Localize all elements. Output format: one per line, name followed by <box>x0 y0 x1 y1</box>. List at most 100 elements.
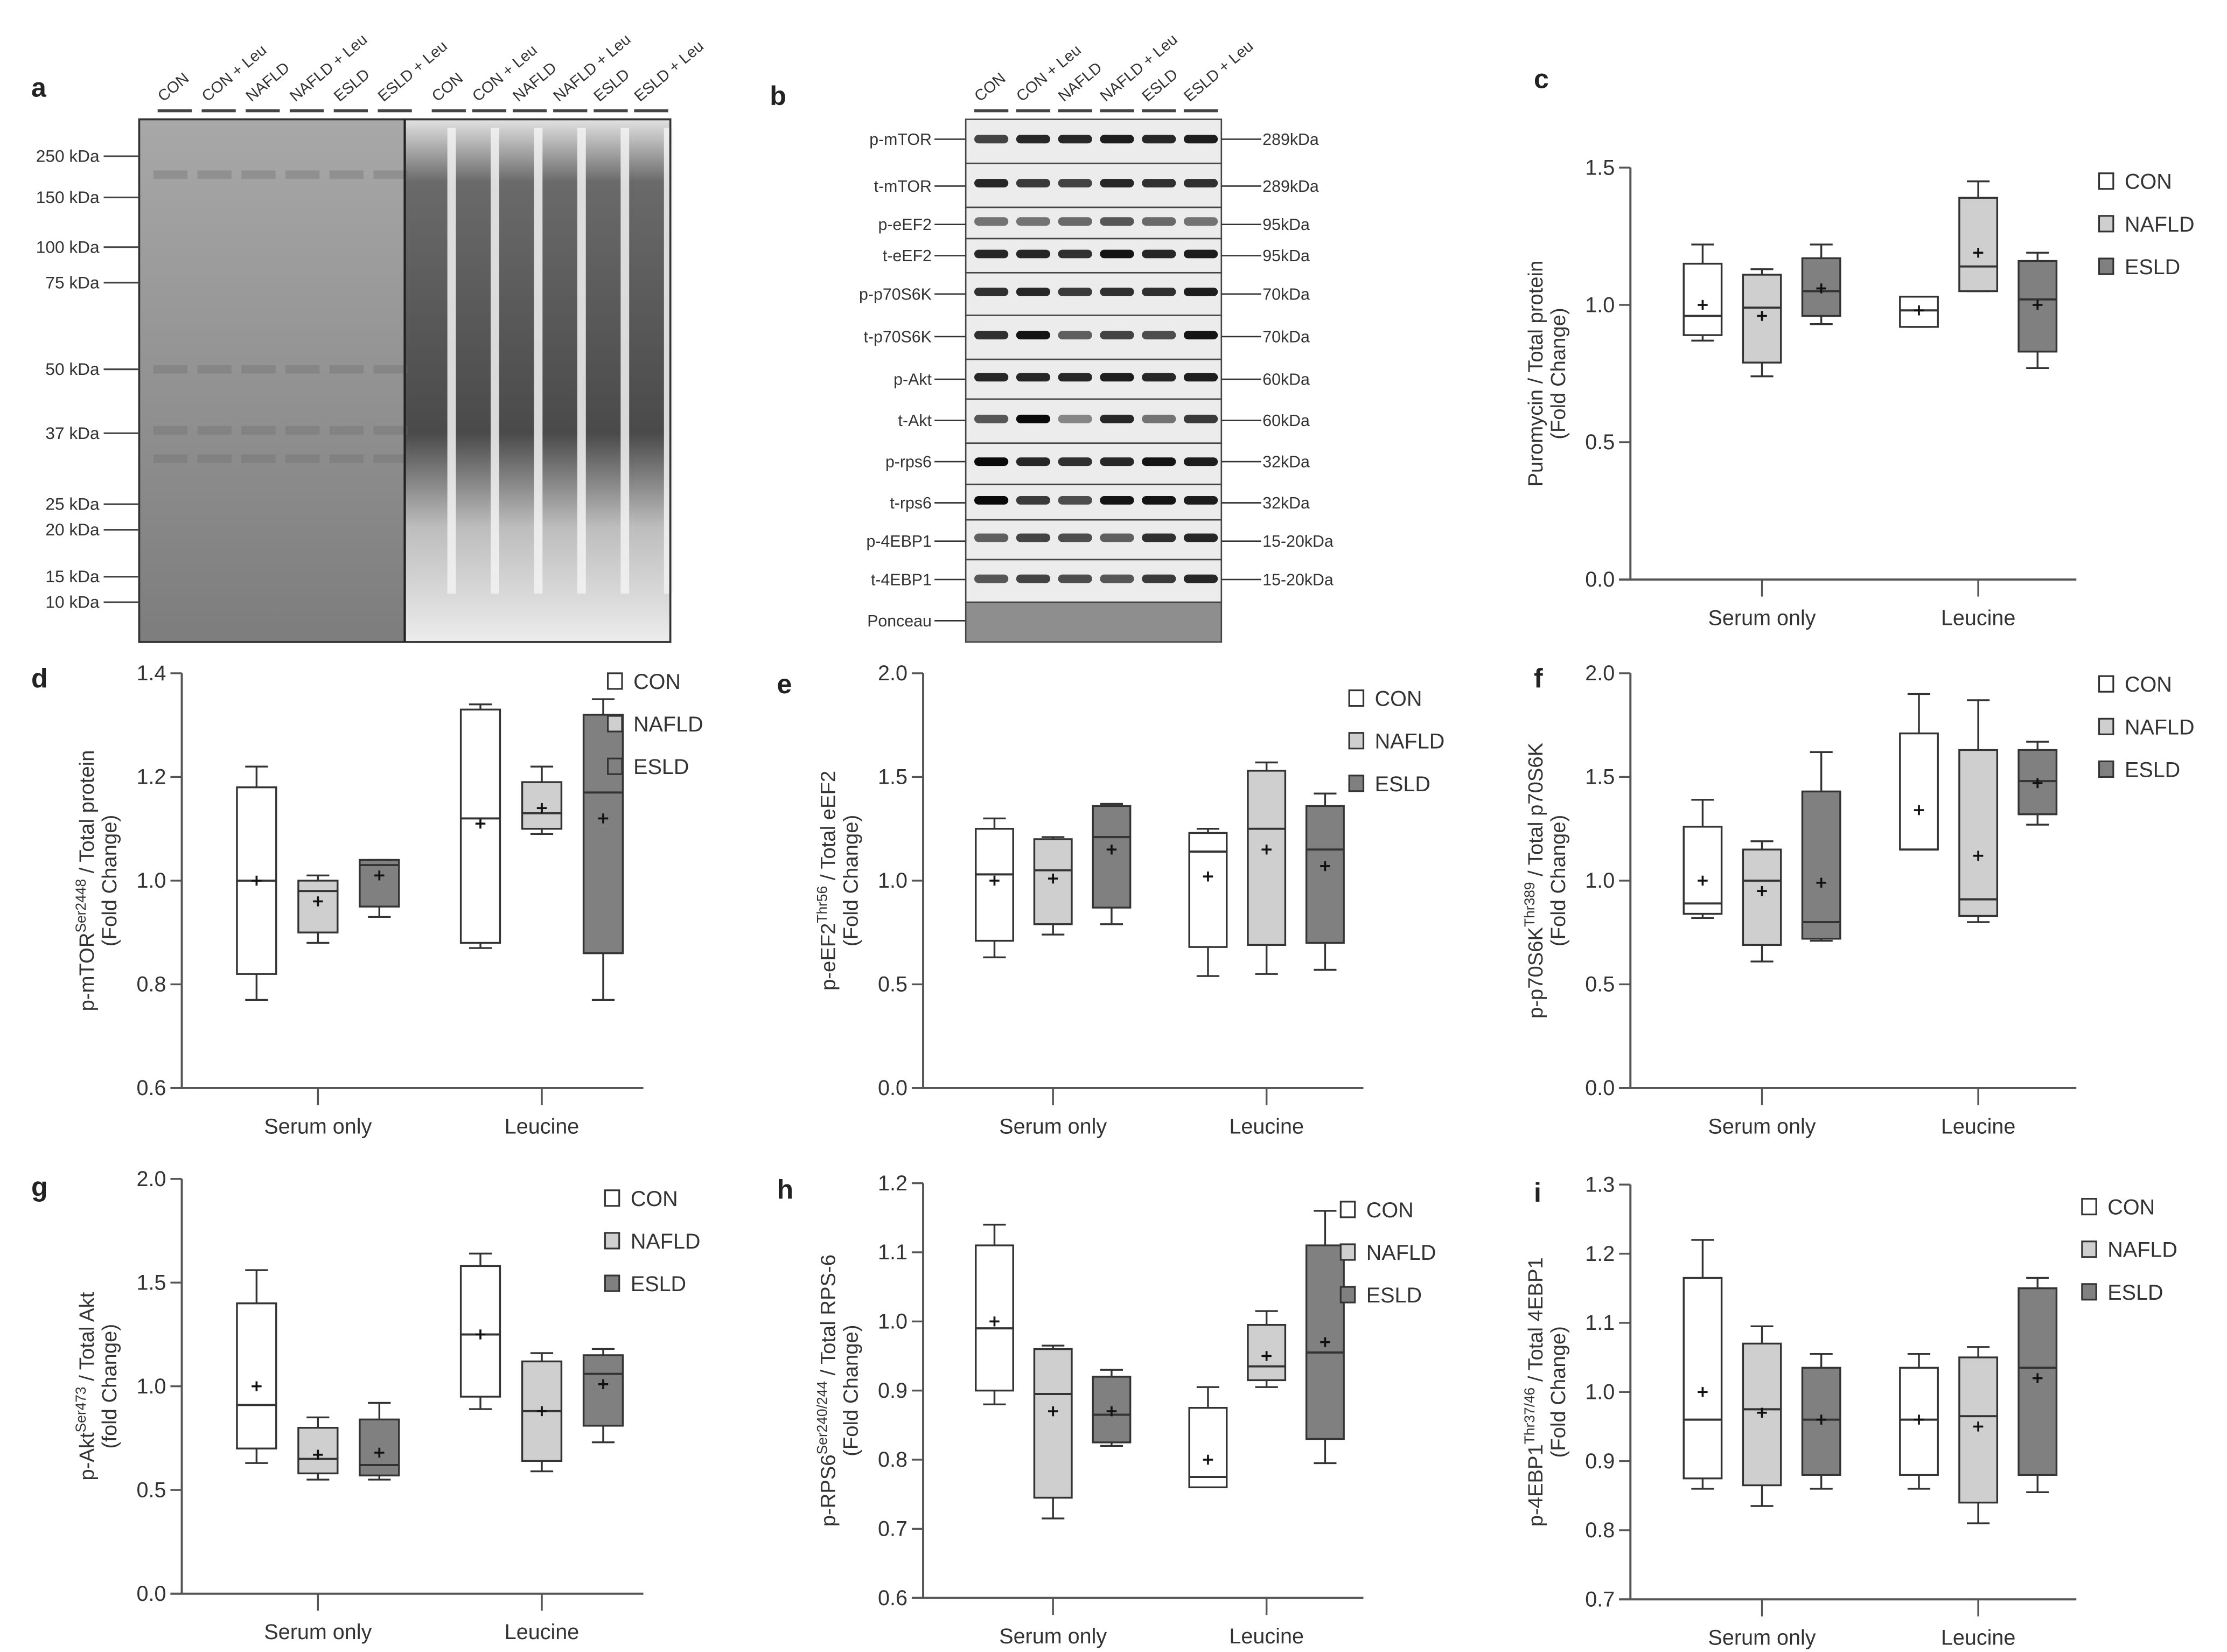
y-tick-label: 0.6 <box>137 1076 166 1100</box>
x-category-label: Leucine <box>1229 1114 1304 1138</box>
y-axis-label-line2: (Fold Change) <box>840 1325 863 1456</box>
legend-label: ESLD <box>1375 772 1430 796</box>
box-con-leucine <box>1899 296 1939 328</box>
blot-protein-label: t-p70S6K <box>863 329 931 346</box>
blot-protein-label: t-rps6 <box>890 494 931 512</box>
panel-letter: d <box>31 663 48 693</box>
blot-protein-label: p-rps6 <box>885 454 932 471</box>
legend-swatch-icon <box>604 1232 620 1250</box>
legend-item-con: CON <box>607 670 681 694</box>
y-tick-label: 0.7 <box>1585 1587 1615 1611</box>
mw-marker-label: 10 kDa <box>45 593 100 612</box>
box-esld-serum <box>1092 803 1132 925</box>
panel-letter-b: b <box>770 82 786 113</box>
x-category-label: Serum only <box>1708 1626 1816 1650</box>
blot-protein-label: Ponceau <box>867 612 932 630</box>
legend-item-esld: ESLD <box>607 755 689 779</box>
box-con-leucine <box>1899 693 1939 851</box>
box-nafld-leucine <box>1958 180 1999 292</box>
legend-swatch-icon <box>1339 1286 1356 1304</box>
panel-letter: g <box>31 1172 48 1202</box>
box-con-serum <box>1683 243 1723 342</box>
y-tick-label: 1.2 <box>878 1172 907 1195</box>
x-category-label: Serum only <box>264 1620 372 1644</box>
y-axis-label: p-AktSer473 / Total Akt <box>73 1292 99 1480</box>
x-category-label: Leucine <box>1229 1625 1304 1648</box>
legend-swatch-icon <box>2098 675 2114 693</box>
y-tick-label: 0.5 <box>1585 973 1615 996</box>
y-tick-label: 1.3 <box>1585 1173 1615 1196</box>
y-tick-label: 0.8 <box>878 1448 907 1472</box>
y-tick-label: 0.6 <box>878 1586 907 1610</box>
x-category-label: Serum only <box>264 1114 372 1138</box>
box-nafld-leucine <box>1958 699 1999 923</box>
y-tick-label: 1.5 <box>1585 156 1615 179</box>
box-nafld-leucine <box>521 1352 563 1473</box>
legend-swatch-icon <box>2098 257 2114 275</box>
legend-swatch-icon <box>2081 1283 2097 1301</box>
box-nafld-serum <box>1742 1325 1782 1507</box>
box-esld-leucine <box>1305 792 1345 971</box>
y-tick-label: 0.7 <box>878 1517 907 1541</box>
box-con-serum <box>975 817 1014 959</box>
blot-protein-label: p-mTOR <box>869 131 932 149</box>
box-esld-leucine <box>582 698 624 1001</box>
y-tick-label: 1.0 <box>878 1309 907 1333</box>
blot-mw-label: 70kDa <box>1262 285 1310 303</box>
legend-label: NAFLD <box>2107 1238 2177 1262</box>
y-tick-label: 0.9 <box>878 1379 907 1403</box>
blot-mw-label: 15-20kDa <box>1262 571 1334 589</box>
y-tick-label: 0.0 <box>1585 568 1615 591</box>
legend-item-nafld: NAFLD <box>2081 1238 2177 1262</box>
y-tick-label: 2.0 <box>137 1167 166 1191</box>
box-nafld-serum <box>1033 836 1073 936</box>
legend-label: ESLD <box>2125 255 2180 279</box>
chart-panel-g: g 0.0 0.5 1.0 1.5 2.0 p-AktSer473 / Total Akt(… <box>31 1167 700 1644</box>
blot-mw-label: 95kDa <box>1262 247 1310 265</box>
blot-mw-label: 289kDa <box>1262 178 1319 196</box>
box-nafld-serum <box>297 1416 339 1481</box>
y-axis-label: p-eEF2Thr56 / Total eEF2 <box>814 771 840 991</box>
legend-item-nafld: NAFLD <box>1348 730 1444 754</box>
legend-item-nafld: NAFLD <box>2098 213 2195 236</box>
x-category-label: Serum only <box>999 1114 1107 1138</box>
legend-item-nafld: NAFLD <box>2098 715 2195 739</box>
box-nafld-leucine <box>1247 761 1287 975</box>
y-tick-label: 0.5 <box>878 973 907 996</box>
box-nafld-leucine <box>1247 1310 1287 1388</box>
y-tick-label: 1.1 <box>878 1240 907 1264</box>
legend-swatch-icon <box>2081 1240 2097 1258</box>
x-category-label: Serum only <box>1708 1114 1816 1138</box>
box-nafld-serum <box>297 874 339 944</box>
blot-mw-label: 60kDa <box>1262 412 1310 430</box>
y-tick-label: 1.1 <box>1585 1311 1615 1335</box>
legend-label: CON <box>2125 673 2172 696</box>
y-tick-label: 0.8 <box>1585 1518 1615 1542</box>
legend-swatch-icon <box>2098 172 2114 190</box>
y-axis-label-line2: (Fold Change) <box>98 815 121 946</box>
panel-letter: h <box>777 1175 793 1205</box>
legend-label: CON <box>2107 1196 2155 1219</box>
y-tick-label: 0.0 <box>137 1582 166 1606</box>
blot-mw-label: 32kDa <box>1262 454 1310 471</box>
blot-protein-label: t-4EBP1 <box>871 571 932 589</box>
blot-strip <box>965 206 1223 240</box>
blot-strip <box>965 601 1223 643</box>
y-tick-label: 1.2 <box>1585 1242 1615 1266</box>
panel-letter: f <box>1534 663 1543 693</box>
x-category-label: Serum only <box>999 1625 1107 1648</box>
legend-label: NAFLD <box>2125 715 2195 739</box>
y-axis-label-line2: (fold Change) <box>98 1324 121 1449</box>
box-con-leucine <box>459 703 501 949</box>
y-tick-label: 2.0 <box>1585 661 1615 685</box>
box-esld-serum <box>359 1402 400 1481</box>
legend-item-esld: ESLD <box>2098 255 2180 279</box>
y-tick-label: 0.5 <box>137 1478 166 1502</box>
total-protein-gel <box>139 119 405 642</box>
legend-label: CON <box>2125 170 2172 194</box>
mw-marker-label: 15 kDa <box>45 567 100 586</box>
